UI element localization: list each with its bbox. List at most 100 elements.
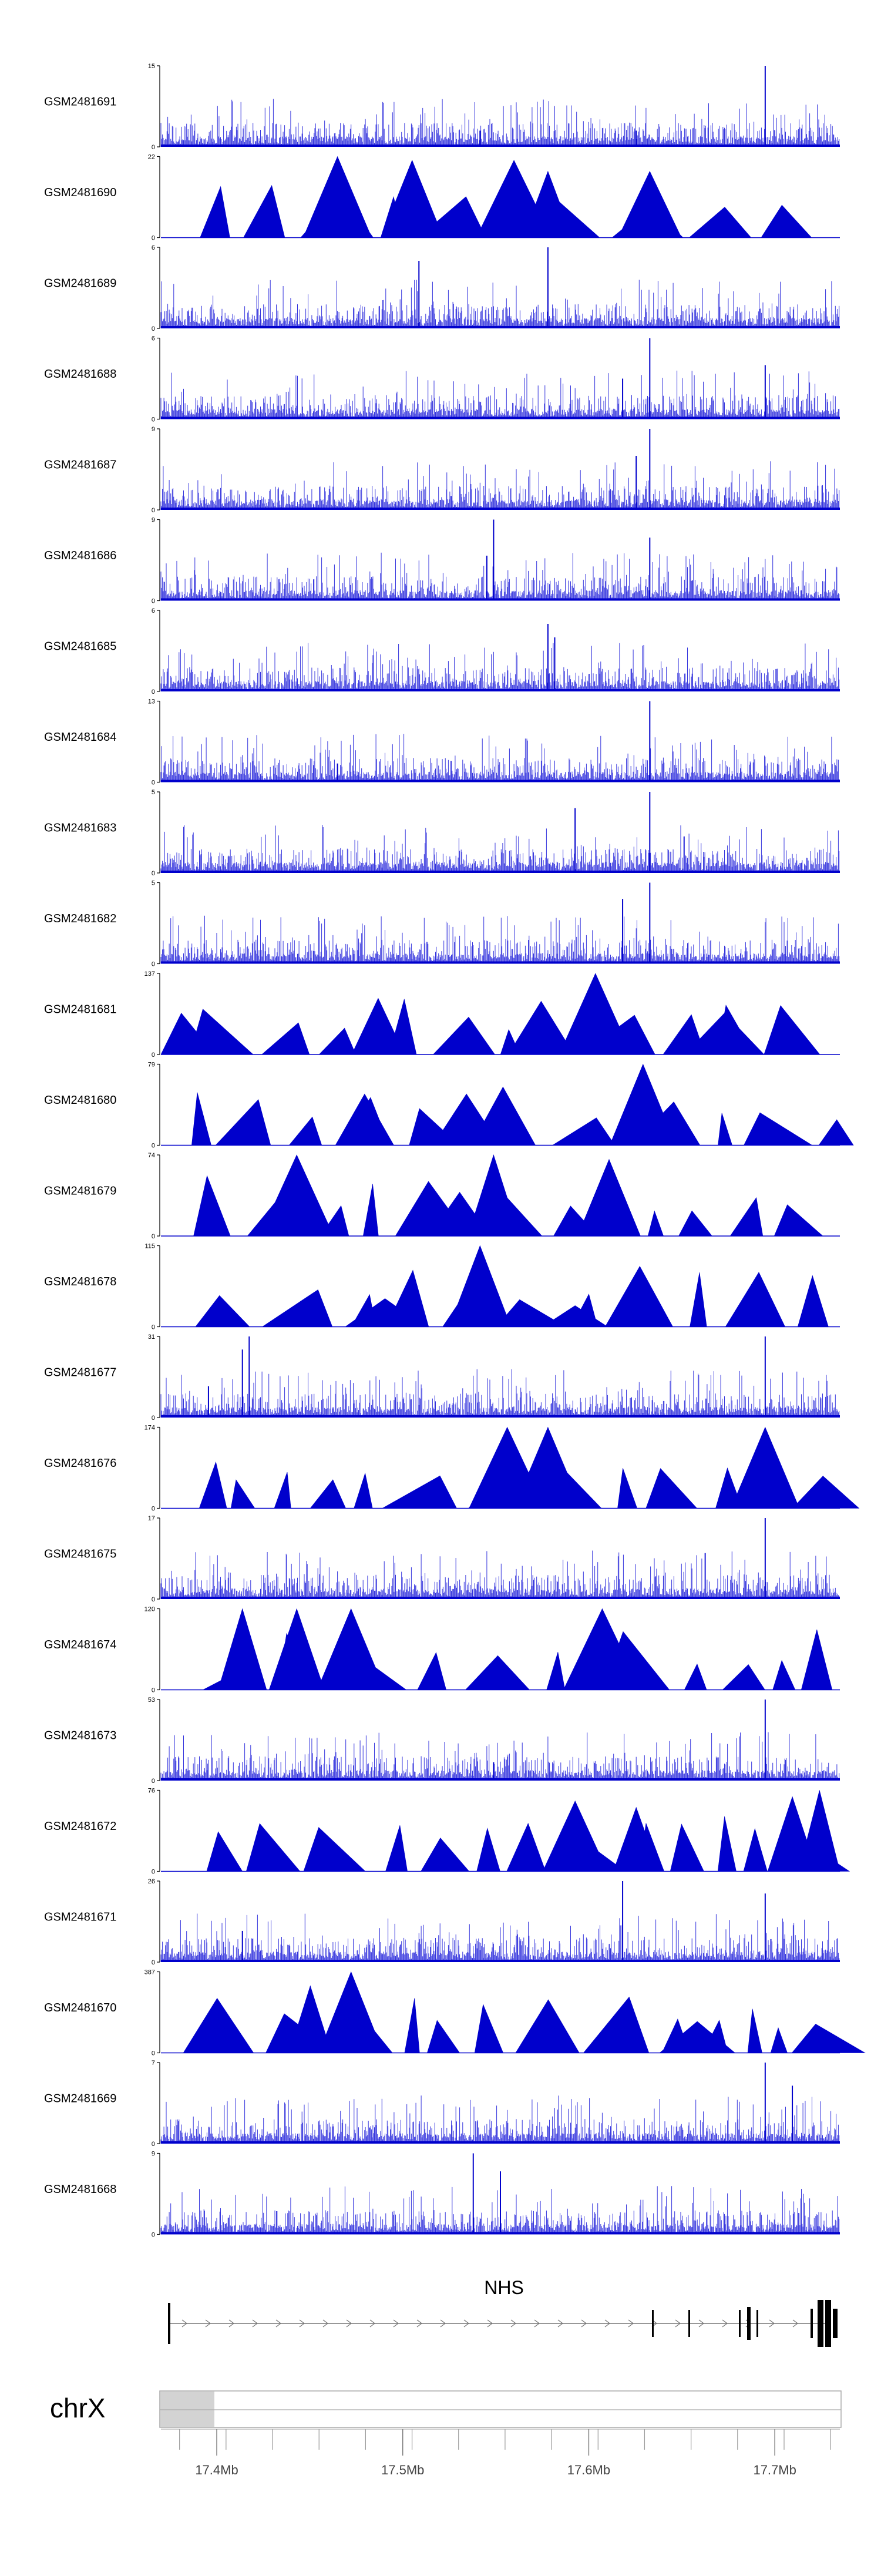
y-max-label: 387 bbox=[144, 1969, 155, 1976]
coverage-block-2 bbox=[243, 184, 285, 238]
coverage-block-2 bbox=[261, 1289, 333, 1327]
track-label: GSM2481682 bbox=[44, 912, 116, 925]
signal-baseline bbox=[161, 2141, 840, 2144]
track-label: GSM2481670 bbox=[44, 2001, 116, 2014]
x-tick-label: 17.7Mb bbox=[753, 2463, 796, 2477]
y-max-label: 6 bbox=[152, 244, 155, 251]
track-gsm2481686: GSM2481686 9 0 bbox=[44, 517, 840, 605]
exon-8 bbox=[818, 2300, 823, 2347]
coverage-block-11 bbox=[797, 1275, 829, 1327]
strand-arrow bbox=[628, 2319, 634, 2328]
y-max-label: 120 bbox=[144, 1606, 155, 1613]
strand-arrow bbox=[463, 2319, 469, 2328]
coverage-block-14 bbox=[318, 1971, 384, 2053]
y-max-label: 79 bbox=[148, 1062, 155, 1069]
coverage-block-15 bbox=[577, 1158, 641, 1237]
track-gsm2481683: GSM2481683 5 0 bbox=[44, 789, 840, 877]
y-min-label: 0 bbox=[152, 2050, 155, 2057]
track-gsm2481687: GSM2481687 9 0 bbox=[44, 426, 840, 514]
y-max-label: 53 bbox=[148, 1697, 155, 1704]
coverage-block-14 bbox=[218, 1608, 267, 1690]
strand-arrow bbox=[581, 2319, 587, 2328]
strand-arrow bbox=[698, 2319, 704, 2328]
coverage-block-13 bbox=[259, 1154, 334, 1237]
y-min-label: 0 bbox=[152, 1052, 155, 1059]
track-gsm2481677: GSM2481677 31 0 bbox=[44, 1334, 840, 1422]
coverage-block-8 bbox=[583, 1996, 650, 2053]
coverage-block-6 bbox=[474, 2004, 504, 2053]
exon-7 bbox=[811, 2309, 813, 2338]
track-gsm2481680: GSM2481680 79 0 bbox=[44, 1062, 854, 1150]
signal-coverage bbox=[160, 2095, 840, 2144]
strand-arrow bbox=[769, 2319, 775, 2328]
exon-10 bbox=[833, 2309, 838, 2338]
y-min-label: 0 bbox=[152, 2232, 155, 2239]
strand-arrow bbox=[346, 2319, 352, 2328]
coverage-block-16 bbox=[317, 1608, 385, 1690]
coverage-block-3 bbox=[318, 1027, 357, 1055]
track-gsm2481678: GSM2481678 115 0 bbox=[44, 1243, 840, 1331]
coverage-block-7 bbox=[552, 1117, 616, 1146]
strand-arrow bbox=[557, 2319, 563, 2328]
coverage-block-12 bbox=[774, 1204, 823, 1237]
exon-1 bbox=[168, 2303, 170, 2344]
coverage-block-4 bbox=[362, 1184, 379, 1237]
track-label: GSM2481680 bbox=[44, 1094, 116, 1107]
coverage-block-14 bbox=[618, 170, 682, 238]
track-gsm2481681: GSM2481681 137 0 bbox=[44, 970, 840, 1059]
coverage-block-2 bbox=[230, 1479, 255, 1509]
coverage-block-11 bbox=[302, 156, 372, 238]
strand-arrow bbox=[228, 2319, 234, 2328]
track-gsm2481675: GSM2481675 17 0 bbox=[44, 1515, 840, 1603]
y-min-label: 0 bbox=[152, 780, 155, 787]
y-min-label: 0 bbox=[152, 1324, 155, 1331]
coverage-block-13 bbox=[559, 973, 633, 1055]
coverage-block-11 bbox=[818, 1119, 854, 1146]
coverage-block-9 bbox=[617, 1468, 638, 1509]
track-gsm2481669: GSM2481669 7 0 bbox=[44, 2060, 840, 2148]
track-label: GSM2481683 bbox=[44, 821, 116, 834]
strand-arrow bbox=[604, 2319, 610, 2328]
x-tick-label: 17.5Mb bbox=[381, 2463, 424, 2477]
y-max-label: 15 bbox=[148, 63, 155, 70]
coverage-block-10 bbox=[725, 1272, 786, 1327]
coverage-block-1 bbox=[195, 1295, 250, 1327]
coverage-block-3 bbox=[288, 1116, 322, 1146]
track-label: GSM2481678 bbox=[44, 1275, 116, 1288]
coverage-block-5 bbox=[465, 1655, 530, 1690]
y-max-label: 9 bbox=[152, 426, 155, 433]
coverage-block-11 bbox=[729, 1197, 764, 1237]
coverage-block-13 bbox=[335, 1093, 395, 1146]
track-gsm2481688: GSM2481688 6 0 bbox=[44, 335, 840, 424]
ideogram-body bbox=[159, 2390, 842, 2428]
y-max-label: 17 bbox=[148, 1515, 155, 1522]
y-max-label: 137 bbox=[144, 970, 155, 978]
signal-coverage bbox=[160, 1732, 840, 1781]
track-gsm2481674: GSM2481674 120 0 bbox=[44, 1606, 840, 1694]
exon-5 bbox=[747, 2307, 751, 2340]
track-gsm2481668: GSM2481668 9 0 bbox=[44, 2151, 840, 2239]
track-gsm2481676: GSM2481676 174 0 bbox=[44, 1425, 860, 1513]
coverage-block-6 bbox=[476, 1828, 500, 1872]
coverage-block-9 bbox=[684, 1663, 707, 1690]
strand-arrow bbox=[510, 2319, 516, 2328]
y-max-label: 22 bbox=[148, 154, 155, 161]
signal-baseline bbox=[161, 1415, 840, 1418]
coverage-block-9 bbox=[690, 1272, 707, 1327]
strand-arrow bbox=[181, 2319, 187, 2328]
exon-6 bbox=[756, 2310, 758, 2337]
y-max-label: 6 bbox=[152, 607, 155, 614]
signal-coverage bbox=[160, 1369, 840, 1418]
signal-coverage bbox=[160, 734, 840, 782]
y-min-label: 0 bbox=[152, 870, 155, 877]
strand-arrow bbox=[487, 2319, 493, 2328]
track-label: GSM2481669 bbox=[44, 2092, 116, 2105]
coverage-block-3 bbox=[274, 1472, 291, 1509]
signal-baseline bbox=[161, 1960, 840, 1962]
track-gsm2481670: GSM2481670 387 0 bbox=[44, 1969, 866, 2057]
strand-arrow bbox=[299, 2319, 305, 2328]
track-label: GSM2481689 bbox=[44, 277, 116, 290]
y-min-label: 0 bbox=[152, 1233, 155, 1240]
